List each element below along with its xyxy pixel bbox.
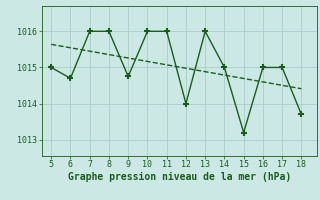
X-axis label: Graphe pression niveau de la mer (hPa): Graphe pression niveau de la mer (hPa) [68, 172, 291, 182]
